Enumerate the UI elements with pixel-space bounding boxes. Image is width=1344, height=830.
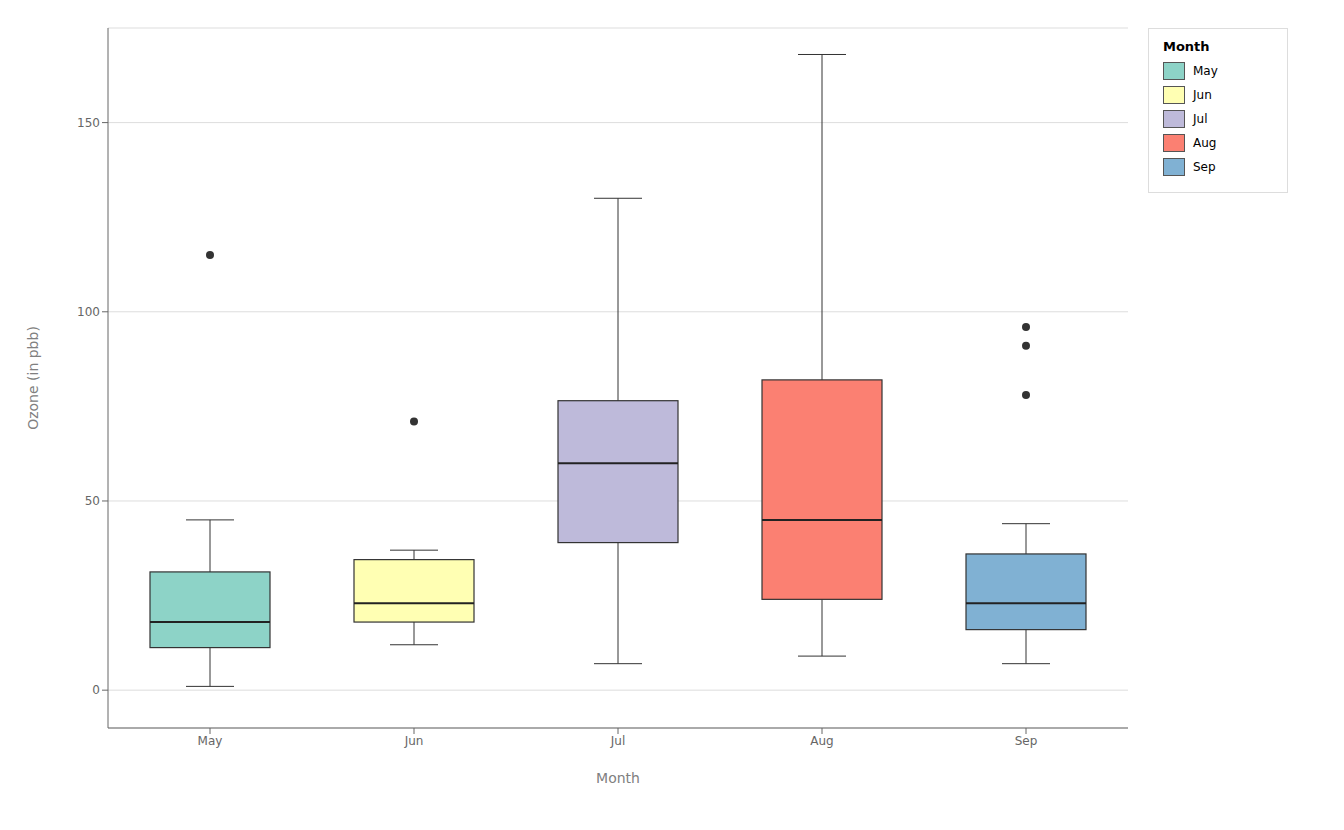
svg-text:150: 150 bbox=[77, 116, 100, 130]
svg-text:0: 0 bbox=[92, 683, 100, 697]
svg-text:May: May bbox=[198, 734, 223, 748]
svg-text:Sep: Sep bbox=[1015, 734, 1038, 748]
html-text:May: May bbox=[1193, 64, 1218, 78]
svg-text:Aug: Aug bbox=[810, 734, 833, 748]
html-text:Jul: Jul bbox=[1193, 112, 1208, 126]
svg-text:Jun: Jun bbox=[404, 734, 424, 748]
svg-text:Jul: Jul bbox=[610, 734, 625, 748]
html-text:Aug: Aug bbox=[1193, 136, 1217, 150]
html-text:Jun: Jun bbox=[1193, 88, 1212, 102]
html-text:Sep: Sep bbox=[1193, 160, 1216, 174]
svg-text:Ozone (in pbb): Ozone (in pbb) bbox=[25, 326, 41, 430]
svg-text:Month: Month bbox=[596, 770, 640, 786]
svg-text:100: 100 bbox=[77, 305, 100, 319]
html-text:Month: Month bbox=[1163, 39, 1210, 54]
svg-text:50: 50 bbox=[85, 494, 100, 508]
